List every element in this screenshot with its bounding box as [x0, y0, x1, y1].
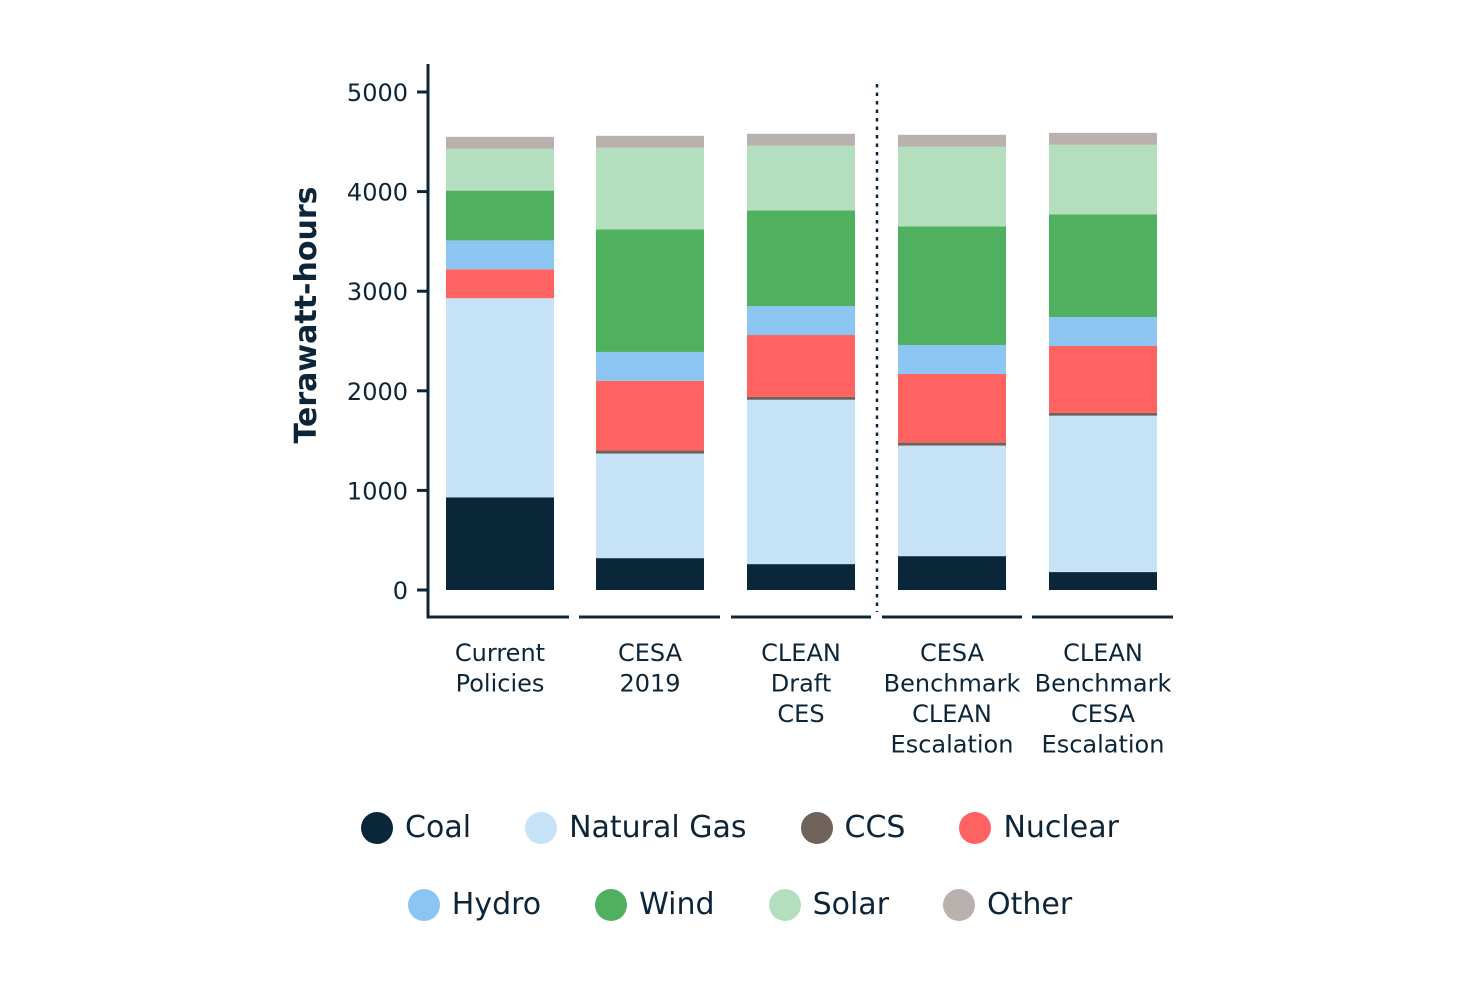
bar-stack	[747, 133, 855, 590]
legend-swatch	[361, 812, 394, 844]
bar-segment-ccs	[1049, 412, 1157, 416]
bar-segment-coal	[1049, 572, 1157, 590]
legend-label: CCS	[844, 810, 906, 845]
x-category-label: CESA 2019	[618, 639, 683, 698]
bar-segment-hydro	[898, 344, 1006, 374]
bar-segment-hydro	[596, 351, 704, 381]
bar-segment-other	[898, 134, 1006, 147]
bar-stack	[898, 134, 1006, 590]
bar-segment-natural-gas	[898, 445, 1006, 557]
y-tick-label: 0	[393, 577, 408, 605]
bar-stack	[1049, 132, 1157, 590]
bar-segment-nuclear	[1049, 345, 1157, 413]
x-category-label: CLEAN Draft CES	[761, 639, 841, 728]
bar-segment-solar	[1049, 144, 1157, 215]
x-axis	[428, 84, 1173, 619]
bar-stack	[596, 135, 704, 590]
bar-segment-hydro	[446, 240, 554, 270]
category-labels: Current Policies CESA 2019 CLEAN Draft CES CESA…	[455, 639, 1172, 759]
bar-segment-natural-gas	[1049, 415, 1157, 573]
bar-segment-wind	[747, 210, 855, 307]
bar-segment-solar	[747, 145, 855, 211]
y-tick-label: 3000	[347, 278, 408, 306]
bar-segment-natural-gas	[446, 298, 554, 498]
legend-label: Hydro	[451, 887, 542, 922]
legend-swatch	[959, 812, 992, 844]
bar-segment-wind	[1049, 214, 1157, 318]
bar-segment-wind	[596, 229, 704, 352]
legend-row-1: Coal Natural Gas CCS Nuclear	[0, 808, 1480, 848]
legend-swatch	[768, 889, 801, 921]
legend-swatch	[800, 812, 833, 844]
bar-segment-other	[596, 135, 704, 148]
bar-segment-coal	[446, 497, 554, 590]
legend-label: Nuclear	[1003, 810, 1119, 845]
bar-segment-other	[1049, 132, 1157, 145]
bar-segment-hydro	[1049, 317, 1157, 346]
legend-label: Natural Gas	[569, 810, 747, 845]
legend-item-coal: Coal	[361, 808, 471, 848]
bar-segment-wind	[898, 226, 1006, 345]
legend-swatch	[943, 889, 976, 921]
y-axis: 0 1000 2000 3000 4000 5000	[347, 64, 430, 619]
x-category-label: CLEAN Benchmark CESA Escalation	[1035, 639, 1172, 759]
bar-segment-hydro	[747, 306, 855, 336]
y-axis-title: Terawatt-hours	[289, 187, 324, 444]
bar-segment-ccs	[898, 442, 1006, 446]
legend-item-hydro: Hydro	[407, 885, 542, 925]
legend-item-ccs: CCS	[800, 808, 906, 848]
bar-segment-solar	[898, 146, 1006, 227]
bar-segment-nuclear	[446, 269, 554, 299]
y-tick-label: 4000	[347, 179, 408, 207]
bars	[446, 132, 1157, 590]
bar-segment-nuclear	[747, 335, 855, 397]
y-tick-label: 5000	[347, 79, 408, 107]
legend-swatch	[407, 889, 440, 921]
legend-item-nuclear: Nuclear	[959, 808, 1119, 848]
bar-segment-other	[747, 133, 855, 146]
legend-item-natural-gas: Natural Gas	[525, 808, 747, 848]
legend-label: Other	[987, 887, 1073, 922]
bar-segment-wind	[446, 190, 554, 241]
bar-segment-nuclear	[596, 380, 704, 451]
legend-swatch	[595, 889, 628, 921]
legend-label: Solar	[812, 887, 890, 922]
legend-swatch	[525, 812, 558, 844]
bar-segment-ccs	[596, 450, 704, 454]
bar-segment-natural-gas	[596, 453, 704, 559]
y-tick-label: 1000	[347, 477, 408, 505]
bar-segment-solar	[446, 148, 554, 191]
bar-segment-coal	[898, 556, 1006, 590]
stacked-bar-chart: 0 1000 2000 3000 4000 5000 Current Policies CES…	[289, 64, 1173, 759]
legend-item-solar: Solar	[768, 885, 890, 925]
legend-item-wind: Wind	[595, 885, 715, 925]
bar-segment-coal	[747, 564, 855, 590]
x-category-label: CESA Benchmark CLEAN Escalation	[884, 639, 1021, 759]
bar-segment-nuclear	[898, 373, 1006, 443]
bar-segment-solar	[596, 147, 704, 230]
bar-segment-natural-gas	[747, 399, 855, 565]
y-tick-label: 2000	[347, 378, 408, 406]
legend-label: Coal	[405, 810, 472, 845]
legend-label: Wind	[639, 887, 715, 922]
bar-segment-other	[446, 136, 554, 149]
bar-segment-coal	[596, 558, 704, 590]
legend-row-2: Hydro Wind Solar Other	[0, 885, 1480, 925]
x-category-label: Current Policies	[455, 639, 545, 698]
bar-stack	[446, 136, 554, 590]
bar-segment-ccs	[747, 396, 855, 400]
legend-item-other: Other	[943, 885, 1072, 925]
